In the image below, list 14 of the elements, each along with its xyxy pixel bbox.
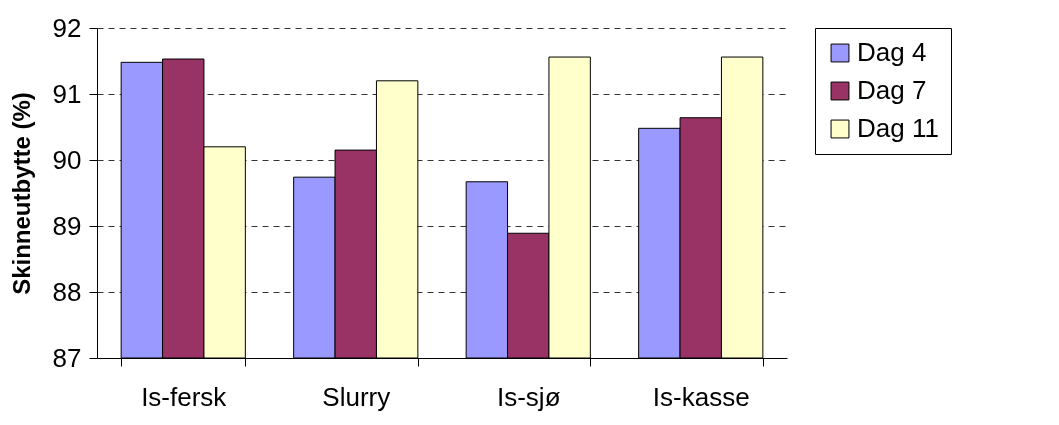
- legend-label: Dag 11: [857, 113, 939, 143]
- y-tick-label: 88: [52, 276, 82, 307]
- x-tick-label: Is-fersk: [141, 381, 228, 412]
- y-tick-label: 89: [52, 210, 82, 241]
- x-tick-label: Is-kasse: [652, 381, 750, 412]
- legend-label: Dag 7: [857, 75, 927, 105]
- x-tick-label: Slurry: [322, 381, 391, 412]
- y-axis-title: Skinneutbytte (%): [7, 92, 35, 295]
- y-tick-label: 87: [52, 342, 82, 373]
- legend-label: Dag 4: [857, 37, 927, 67]
- y-tick-label: 91: [52, 78, 82, 109]
- x-tick-label: Is-sjø: [496, 381, 561, 412]
- y-tick-label: 92: [52, 12, 82, 43]
- y-tick-label: 90: [52, 144, 82, 175]
